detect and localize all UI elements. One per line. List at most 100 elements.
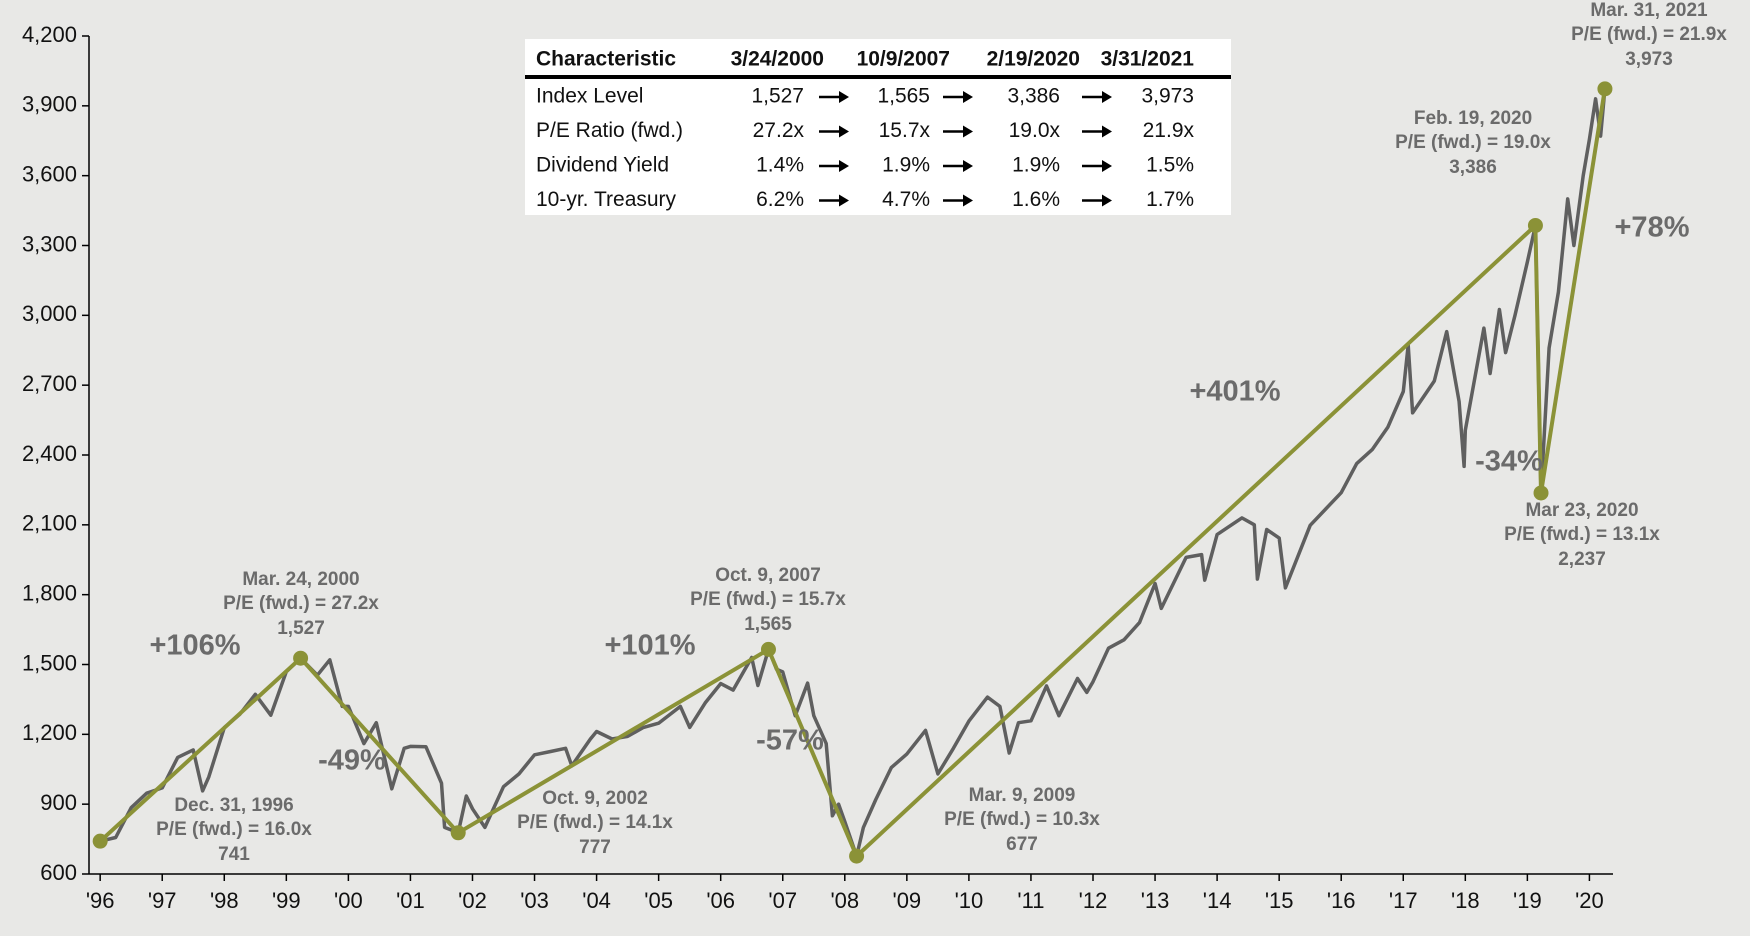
annotation-pe: P/E (fwd.) = 10.3x: [944, 809, 1100, 830]
y-tick-label: 3,900: [22, 92, 77, 117]
change-label: +101%: [604, 630, 695, 662]
table-cell: 3,386: [1007, 85, 1060, 108]
annotation-pe: P/E (fwd.) = 21.9x: [1571, 24, 1727, 45]
annotation-pe: P/E (fwd.) = 13.1x: [1504, 524, 1660, 545]
trend-point: [760, 641, 776, 657]
y-tick-label: 1,200: [22, 720, 77, 745]
annotation-pe: P/E (fwd.) = 27.2x: [223, 593, 379, 614]
annotation-date: Feb. 19, 2020: [1414, 108, 1532, 129]
trend-point: [1597, 81, 1613, 97]
annotation-date: Mar. 24, 2000: [242, 569, 359, 590]
trend-point: [1527, 217, 1543, 233]
table-cell: Dividend Yield: [536, 154, 669, 177]
arrow-head: [839, 160, 849, 172]
annotation-date: Mar. 31, 2021: [1590, 0, 1708, 21]
annotation-value: 777: [579, 837, 611, 858]
annotation-value: 3,386: [1449, 157, 1497, 178]
x-tick-label: '19: [1513, 888, 1542, 913]
arrow-head: [1102, 91, 1112, 103]
x-tick-label: '96: [86, 888, 115, 913]
trend-point: [1533, 485, 1549, 501]
y-tick-label: 600: [40, 860, 77, 885]
annotation-pe: P/E (fwd.) = 19.0x: [1395, 132, 1551, 153]
x-tick-label: '16: [1327, 888, 1356, 913]
x-tick-label: '07: [768, 888, 797, 913]
x-tick-label: '99: [272, 888, 301, 913]
annotation-value: 3,973: [1625, 49, 1673, 70]
annotation-date: Dec. 31, 1996: [174, 795, 293, 816]
change-label: -49%: [318, 745, 386, 777]
y-tick-label: 4,200: [22, 22, 77, 47]
arrow-head: [1102, 160, 1112, 172]
table-box: [525, 39, 1231, 215]
annotation-date: Oct. 9, 2007: [715, 565, 821, 586]
table-cell: 1.9%: [1012, 154, 1060, 177]
table-header: 2/19/2020: [987, 48, 1080, 71]
y-tick-label: 1,800: [22, 580, 77, 605]
arrow-head: [963, 91, 973, 103]
table-cell: 1.6%: [1012, 188, 1060, 211]
x-tick-label: '00: [334, 888, 363, 913]
x-tick-label: '10: [955, 888, 984, 913]
trend-point: [450, 825, 466, 841]
change-label: +78%: [1615, 212, 1690, 244]
arrow-head: [963, 125, 973, 138]
trend-point: [92, 833, 108, 849]
x-tick-label: '05: [644, 888, 673, 913]
table-cell: 27.2x: [753, 119, 805, 142]
table-header: Characteristic: [536, 48, 676, 71]
arrow-head: [963, 160, 973, 172]
y-tick-label: 2,100: [22, 511, 77, 536]
table-cell: 1.5%: [1146, 154, 1194, 177]
table-header: 3/24/2000: [731, 48, 824, 71]
x-tick-label: '11: [1017, 888, 1044, 913]
table-cell: 1,565: [877, 85, 930, 108]
y-tick-label: 3,600: [22, 161, 77, 186]
change-label: +401%: [1189, 376, 1280, 408]
annotation-value: 1,565: [744, 614, 792, 635]
change-label: -57%: [756, 725, 824, 757]
x-tick-label: '01: [396, 888, 425, 913]
trend-point: [849, 848, 865, 864]
x-tick-label: '08: [830, 888, 859, 913]
annotation-value: 2,237: [1558, 549, 1606, 570]
x-tick-label: '98: [210, 888, 239, 913]
x-tick-label: '12: [1079, 888, 1108, 913]
annotation-date: Mar 23, 2020: [1525, 500, 1638, 521]
table-header: 3/31/2021: [1101, 48, 1195, 71]
table-cell: P/E Ratio (fwd.): [536, 119, 683, 142]
x-tick-label: '04: [582, 888, 611, 913]
annotation-pe: P/E (fwd.) = 16.0x: [156, 819, 312, 840]
y-tick-label: 2,400: [22, 441, 77, 466]
table-cell: 4.7%: [882, 188, 930, 211]
x-tick-label: '14: [1203, 888, 1232, 913]
y-tick-label: 1,500: [22, 650, 77, 675]
change-label: +106%: [149, 630, 240, 662]
annotation-pe: P/E (fwd.) = 15.7x: [690, 589, 846, 610]
x-tick-label: '13: [1141, 888, 1170, 913]
y-tick-label: 2,700: [22, 371, 77, 396]
arrow-head: [839, 91, 849, 103]
table-cell: 1,527: [751, 85, 804, 108]
x-tick-label: '18: [1451, 888, 1480, 913]
table-cell: 6.2%: [756, 188, 804, 211]
table-cell: 1.4%: [756, 154, 804, 177]
x-tick-label: '15: [1265, 888, 1294, 913]
annotation-date: Oct. 9, 2002: [542, 788, 648, 809]
table-cell: 15.7x: [879, 119, 931, 142]
table-cell: Index Level: [536, 85, 643, 108]
arrow-head: [1102, 125, 1112, 138]
table-cell: 1.7%: [1146, 188, 1194, 211]
table-cell: 1.9%: [882, 154, 930, 177]
annotation-value: 741: [218, 844, 250, 865]
arrow-head: [839, 194, 849, 207]
y-tick-label: 3,300: [22, 231, 77, 256]
index-line: [99, 88, 1607, 858]
y-tick-label: 900: [40, 790, 77, 815]
trend-point: [293, 650, 309, 666]
arrow-head: [839, 125, 849, 138]
x-tick-label: '06: [706, 888, 735, 913]
annotation-value: 1,527: [277, 618, 325, 639]
arrow-head: [1102, 194, 1112, 207]
